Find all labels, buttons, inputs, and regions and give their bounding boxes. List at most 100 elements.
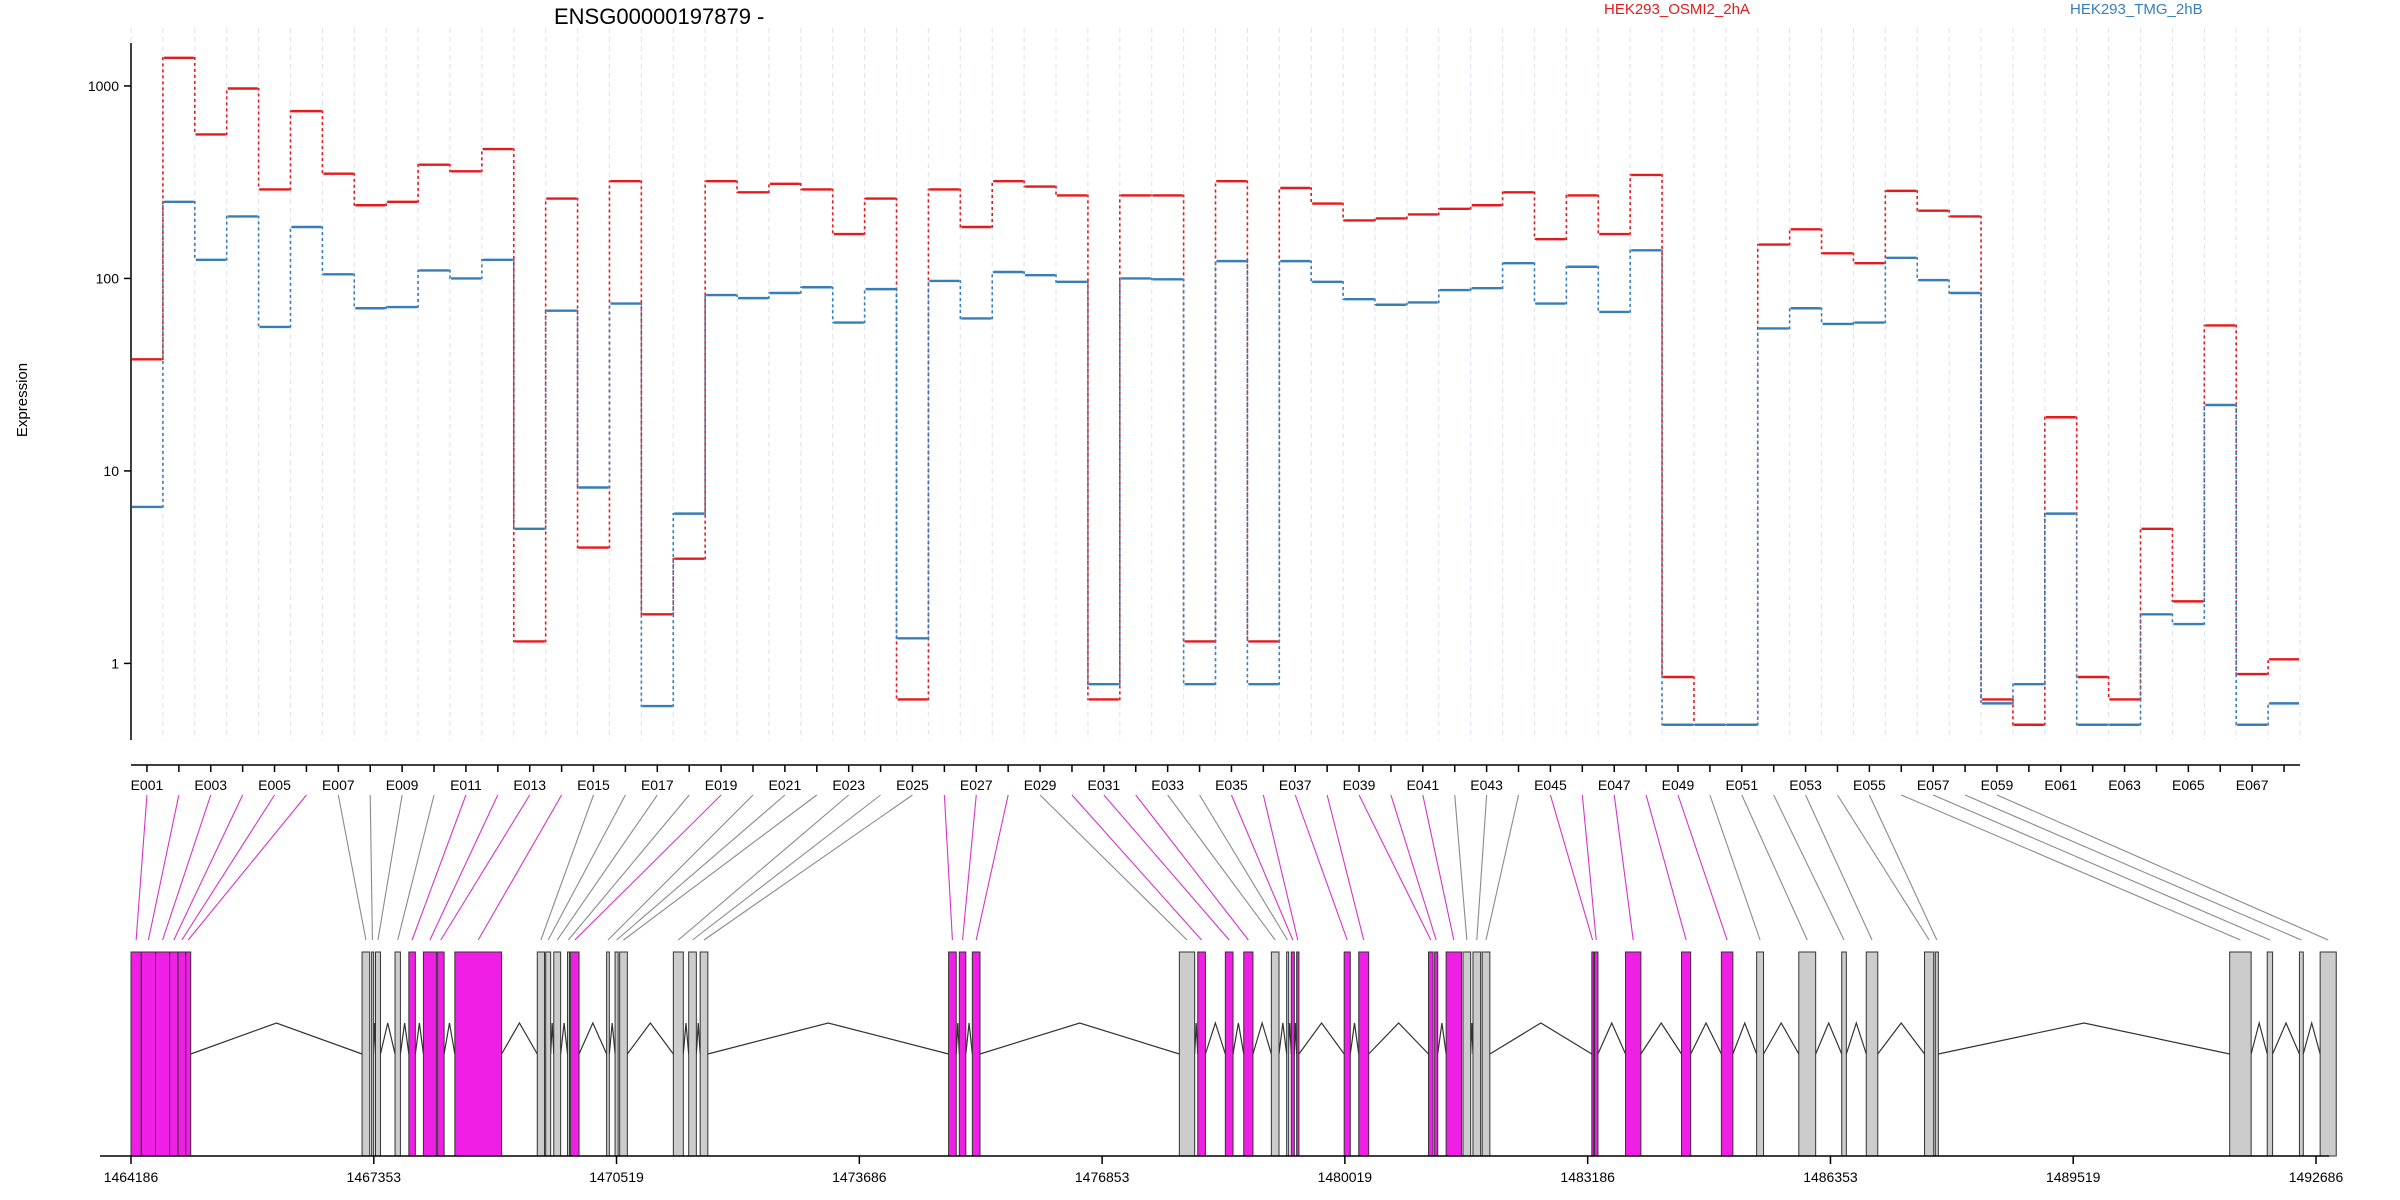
gene-tick-label: 1480019 <box>1318 1169 1373 1185</box>
exon-link-E038 <box>1326 794 1365 941</box>
chart-title: ENSG00000197879 - <box>554 4 764 29</box>
series-connector <box>1278 260 1281 685</box>
exon-link-E030 <box>1071 794 1202 941</box>
series-connector <box>1373 217 1376 222</box>
series-connector <box>991 180 994 228</box>
series-connector <box>448 163 451 173</box>
exon-link-E022 <box>623 794 818 941</box>
series-connector <box>576 309 579 489</box>
intron-line <box>1232 1022 1245 1055</box>
series-connector <box>1597 265 1600 313</box>
exon-link-E025 <box>703 794 913 941</box>
exon-box-E054 <box>1924 951 1935 1157</box>
series-connector <box>257 215 260 328</box>
series-connector <box>1948 279 1951 294</box>
intron-line <box>550 1022 555 1055</box>
exon-box-E059 <box>2319 951 2337 1157</box>
series-connector <box>1023 271 1026 276</box>
intron-line <box>707 1022 949 1055</box>
exon-box-E008 <box>371 951 375 1157</box>
series-connector <box>1852 321 1855 325</box>
intron-line <box>560 1022 569 1055</box>
exon-link-E040 <box>1390 794 1437 941</box>
series-connector <box>991 271 994 320</box>
series-connector <box>1820 228 1823 255</box>
intron-line <box>682 1022 690 1055</box>
x-tick-label: E003 <box>194 777 227 793</box>
series-connector <box>2107 676 2110 701</box>
exon-box-E036 <box>1296 951 1300 1157</box>
intron-line <box>1298 1021 1345 1055</box>
exon-box-E051 <box>1798 951 1817 1157</box>
exon-link-lines <box>135 794 2329 941</box>
series-connector <box>959 280 962 320</box>
exon-link-E039 <box>1358 794 1432 941</box>
series-connector <box>2267 702 2270 726</box>
exon-box-E007 <box>361 951 371 1157</box>
intron-line <box>1763 1021 1800 1055</box>
exon-box-E012 <box>422 951 437 1157</box>
series-connector <box>672 512 675 707</box>
series-connector <box>1501 262 1504 289</box>
exon-box-E043 <box>1472 951 1482 1157</box>
series-connector <box>1437 208 1440 216</box>
series-connector <box>2139 528 2142 701</box>
series-connector <box>1501 191 1504 207</box>
gene-model: 1464186 1467353 1470519 1473686 1476853 14800… <box>100 951 2343 1185</box>
exon-link-E004 <box>173 794 244 941</box>
exon-box-E041 <box>1445 951 1462 1157</box>
intron-line <box>1938 1022 2230 1055</box>
gene-tick-label: 1464186 <box>104 1169 159 1185</box>
series-connector <box>831 286 834 324</box>
series-connector <box>2075 512 2078 726</box>
intron-line <box>1437 1022 1447 1055</box>
exon-box-E001 <box>130 951 142 1157</box>
gene-tick-label: 1476853 <box>1075 1169 1130 1185</box>
exon-box-E038 <box>1358 951 1370 1157</box>
series-connector <box>2203 324 2206 603</box>
exon-link-E010 <box>397 794 435 941</box>
series-connector <box>1980 292 1983 705</box>
series-connector <box>767 183 770 194</box>
exon-box-E005 <box>177 951 187 1157</box>
series-connector <box>2075 416 2078 678</box>
exon-link-E046 <box>1581 794 1597 941</box>
series-connector <box>161 57 164 361</box>
series-connector <box>704 294 707 515</box>
exon-link-E037 <box>1294 794 1348 941</box>
series-connector <box>1565 265 1568 305</box>
series-connector <box>225 87 228 136</box>
series-connector <box>1118 194 1121 701</box>
exon-box-E024 <box>688 951 697 1157</box>
series-connector <box>1788 228 1791 246</box>
series-connector <box>1820 307 1823 325</box>
intron-line <box>955 1022 960 1055</box>
series-connector <box>2011 698 2014 726</box>
exon-box-E037 <box>1343 951 1351 1157</box>
series-connector <box>1469 287 1472 291</box>
intron-line <box>608 1022 616 1055</box>
intron-line <box>1815 1021 1843 1055</box>
y-tick-label: 1000 <box>88 78 119 94</box>
exon-box-E044 <box>1481 951 1491 1157</box>
series-connector <box>2011 683 2014 705</box>
exon-box-E002 <box>140 951 157 1157</box>
exon-link-E014 <box>477 794 563 941</box>
exon-link-E057 <box>1932 794 2271 941</box>
x-tick-label: E041 <box>1406 777 1439 793</box>
series-connector <box>1342 202 1345 222</box>
series-connector <box>1469 204 1472 210</box>
series-connector <box>2171 528 2174 603</box>
intron-line <box>626 1021 674 1055</box>
exon-box-E031 <box>1224 951 1234 1157</box>
exon-link-E028 <box>975 794 1009 941</box>
plot-area: 1 10 100 1000 E001 E003 E005 E007 E009 E011 E013 E0… <box>88 28 2301 793</box>
series-connector <box>480 148 483 173</box>
series-connector <box>1980 215 1983 701</box>
x-tick-label: E061 <box>2044 777 2077 793</box>
series-connector <box>512 258 515 530</box>
legend-series-a: HEK293_OSMI2_2hA <box>1604 1 1750 18</box>
exon-link-E007 <box>337 794 367 941</box>
x-tick-label: E009 <box>386 777 419 793</box>
